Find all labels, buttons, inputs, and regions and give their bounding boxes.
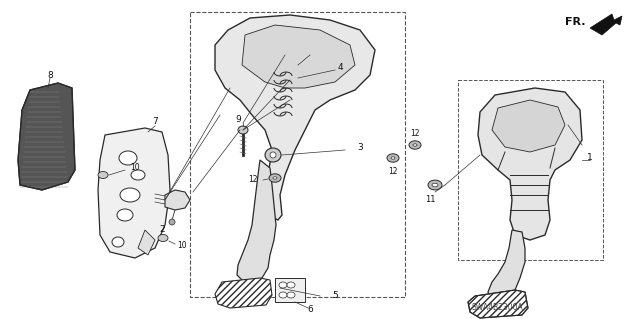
- Ellipse shape: [279, 282, 287, 288]
- Polygon shape: [138, 230, 155, 255]
- Polygon shape: [492, 100, 565, 152]
- Text: 12: 12: [388, 167, 397, 176]
- Polygon shape: [18, 83, 75, 190]
- Ellipse shape: [287, 282, 295, 288]
- Ellipse shape: [120, 188, 140, 202]
- Polygon shape: [478, 88, 582, 240]
- Polygon shape: [590, 14, 622, 35]
- Ellipse shape: [131, 170, 145, 180]
- Polygon shape: [98, 128, 170, 258]
- Text: FR.: FR.: [565, 17, 586, 27]
- Text: 8: 8: [47, 70, 53, 79]
- Polygon shape: [242, 25, 355, 88]
- Ellipse shape: [117, 209, 133, 221]
- Polygon shape: [237, 160, 276, 282]
- Text: 4: 4: [337, 63, 343, 72]
- Text: 2: 2: [159, 226, 165, 234]
- Text: 5: 5: [332, 291, 338, 300]
- Polygon shape: [215, 278, 272, 308]
- Polygon shape: [215, 15, 375, 220]
- Text: 3: 3: [357, 144, 363, 152]
- Ellipse shape: [269, 174, 281, 182]
- Text: 6: 6: [307, 306, 313, 315]
- Ellipse shape: [387, 154, 399, 162]
- Text: 12: 12: [248, 175, 258, 184]
- Ellipse shape: [238, 126, 248, 134]
- Ellipse shape: [265, 148, 281, 162]
- Ellipse shape: [287, 292, 295, 298]
- Ellipse shape: [525, 114, 535, 122]
- Ellipse shape: [391, 157, 395, 159]
- Text: 12: 12: [410, 129, 420, 137]
- Ellipse shape: [516, 107, 544, 129]
- Polygon shape: [468, 290, 528, 318]
- Ellipse shape: [119, 151, 137, 165]
- Bar: [275, 278, 305, 302]
- Bar: [190, 12, 405, 297]
- Ellipse shape: [169, 219, 175, 225]
- Ellipse shape: [428, 180, 442, 190]
- Text: 1: 1: [587, 153, 593, 162]
- Ellipse shape: [270, 152, 276, 158]
- Text: SWA4B2300A: SWA4B2300A: [471, 303, 523, 313]
- Ellipse shape: [158, 234, 168, 241]
- Ellipse shape: [409, 141, 421, 149]
- Text: 10: 10: [177, 241, 187, 249]
- Ellipse shape: [432, 183, 438, 187]
- Ellipse shape: [112, 237, 124, 247]
- Ellipse shape: [279, 292, 287, 298]
- Ellipse shape: [413, 144, 417, 146]
- Text: 7: 7: [152, 117, 158, 127]
- Text: 11: 11: [425, 196, 435, 204]
- Text: 10: 10: [130, 164, 140, 173]
- Bar: [458, 80, 603, 260]
- Polygon shape: [488, 230, 525, 304]
- Ellipse shape: [273, 177, 277, 179]
- Text: 9: 9: [235, 115, 241, 124]
- Polygon shape: [165, 190, 190, 210]
- Ellipse shape: [98, 172, 108, 179]
